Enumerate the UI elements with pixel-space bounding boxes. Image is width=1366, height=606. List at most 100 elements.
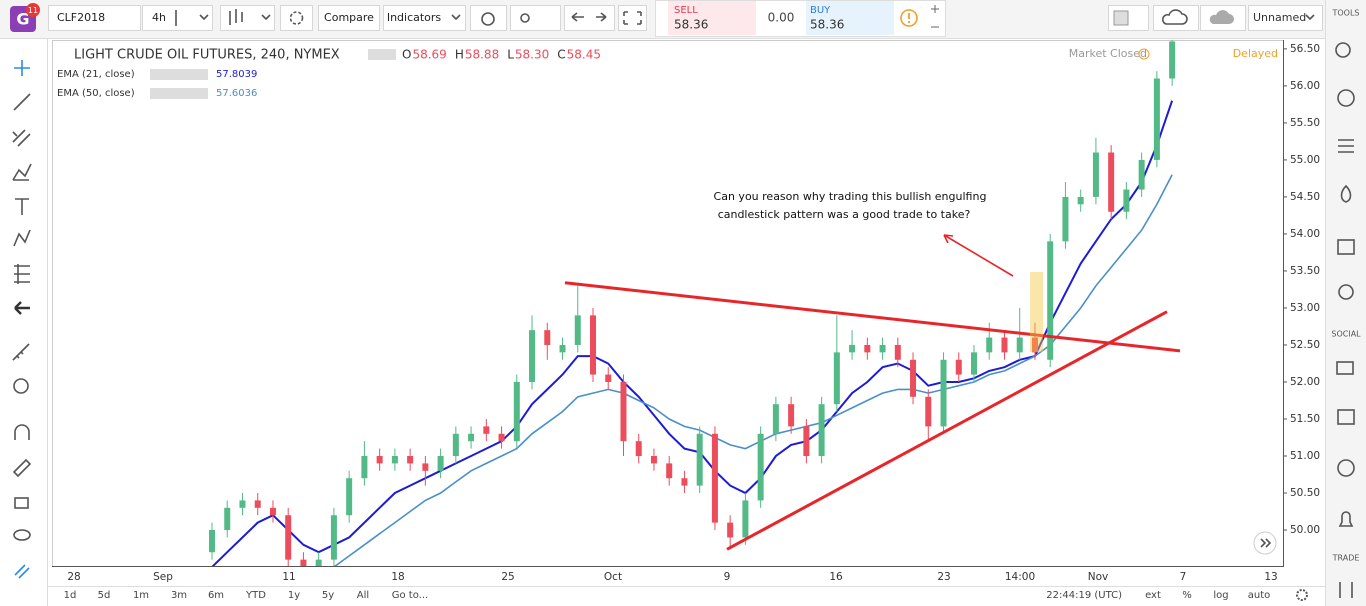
pattern-tool[interactable] [13, 229, 31, 247]
range-button[interactable]: Go to... [392, 590, 428, 601]
sell-label: SELL [674, 5, 698, 16]
x-tick-label: 7 [1180, 571, 1187, 583]
scroll-icon [1260, 538, 1272, 548]
qty-stepper[interactable] [931, 5, 939, 28]
range-button[interactable]: YTD [245, 590, 266, 601]
ohlc-letter: L [507, 48, 514, 62]
study-buttons[interactable] [150, 88, 208, 99]
market-status: Market Closed [1069, 47, 1147, 60]
scale-option[interactable]: % [1182, 590, 1192, 601]
candle-body [971, 352, 977, 375]
candle-body [300, 559, 307, 566]
broadcast-icon[interactable] [1337, 459, 1355, 477]
lock-draw-tool[interactable] [12, 458, 32, 478]
range-button[interactable]: 1y [288, 590, 300, 601]
x-tick-label: 16 [829, 571, 843, 583]
calendar-icon[interactable] [1337, 239, 1355, 255]
candle-body [849, 344, 856, 353]
x-tick-label: 14:00 [1005, 571, 1035, 583]
range-button[interactable]: All [357, 590, 369, 601]
visibility-tool[interactable] [13, 529, 31, 541]
chat-icon[interactable] [1336, 361, 1354, 375]
stream-icon[interactable] [1337, 409, 1355, 425]
alert-button[interactable] [470, 5, 507, 31]
replay-button[interactable] [510, 5, 561, 31]
crosshair-tool[interactable] [14, 60, 30, 76]
list-icon[interactable] [1338, 139, 1354, 153]
link-tool[interactable] [14, 564, 30, 579]
indicators-text: Indicators [387, 11, 442, 24]
compare-button[interactable] [318, 5, 380, 31]
line-tool[interactable] [13, 93, 31, 111]
bulb-icon [520, 13, 530, 23]
range-button[interactable]: 6m [208, 590, 224, 601]
sell-price: 58.36 [674, 18, 708, 32]
study-buttons[interactable] [150, 69, 208, 80]
scale-option[interactable]: log [1213, 590, 1228, 601]
settings-icon[interactable] [1296, 589, 1308, 601]
clock-icon[interactable] [1337, 89, 1355, 107]
indicators-button[interactable] [383, 5, 466, 31]
candle-body [605, 374, 612, 382]
fullscreen-button[interactable] [618, 5, 647, 31]
candle-body [727, 522, 734, 538]
settings-button[interactable] [280, 5, 313, 31]
y-tick-label: 51.50 [1290, 413, 1320, 425]
x-tick-label: 25 [501, 571, 514, 583]
text-tool[interactable] [15, 198, 29, 215]
brush-tool[interactable] [12, 163, 32, 181]
range-button[interactable]: 5y [322, 590, 334, 601]
candle-body [1077, 196, 1084, 205]
range-button[interactable]: 5d [98, 590, 111, 601]
candle-body [422, 463, 429, 471]
range-button[interactable]: 3m [171, 590, 187, 601]
magnet-tool[interactable] [14, 424, 30, 440]
idea-icon[interactable] [1338, 284, 1354, 300]
y-tick-label: 51.00 [1290, 450, 1320, 462]
range-button[interactable]: 1m [133, 590, 149, 601]
range-button[interactable]: 1d [64, 590, 77, 601]
scale-option[interactable]: auto [1248, 590, 1271, 601]
undo-icon [571, 12, 607, 22]
interval-select[interactable] [142, 5, 213, 31]
symbol-text: CLF2018 [57, 11, 105, 24]
status-icon [1138, 48, 1150, 60]
candle-body [361, 456, 368, 479]
sidebar-top [1326, 0, 1366, 39]
candle-body [452, 433, 459, 457]
ohlc-value: 58.45 [567, 48, 601, 62]
buy-button[interactable] [806, 1, 894, 35]
symbol-input[interactable] [48, 5, 141, 31]
ohlc-letter: C [557, 48, 565, 62]
candle-body [513, 381, 520, 442]
pitchfork-tool[interactable] [12, 129, 31, 147]
x-tick-label: 28 [67, 571, 80, 583]
candle-body [1062, 196, 1069, 242]
zoom-tool[interactable] [13, 378, 29, 394]
lock-tool[interactable] [14, 497, 29, 509]
candle-body [803, 426, 810, 457]
candle-body [1001, 337, 1008, 353]
sell-button[interactable] [668, 1, 756, 35]
y-tick-label: 52.00 [1290, 376, 1320, 388]
back-tool[interactable] [14, 301, 30, 315]
candle-body [955, 359, 962, 375]
trade-icon[interactable] [1339, 582, 1353, 598]
gear-icon [289, 11, 304, 25]
y-tick-label: 56.00 [1290, 80, 1320, 92]
fib-tool[interactable] [14, 264, 30, 284]
bell-icon[interactable] [1338, 511, 1354, 527]
candle-body [772, 404, 779, 434]
candle-body [879, 344, 886, 353]
candle-body [1123, 189, 1130, 212]
cloud-icon [1162, 9, 1188, 25]
candle-body [711, 433, 718, 523]
search-icon[interactable] [1335, 42, 1351, 58]
info-icon[interactable] [900, 9, 918, 27]
candle-body [864, 344, 871, 353]
y-tick-label: 55.50 [1290, 117, 1320, 129]
hot-icon[interactable] [1340, 184, 1352, 203]
ohlc-letter: O [402, 48, 411, 62]
scale-option[interactable]: ext [1145, 590, 1161, 601]
measure-tool[interactable] [12, 343, 30, 361]
